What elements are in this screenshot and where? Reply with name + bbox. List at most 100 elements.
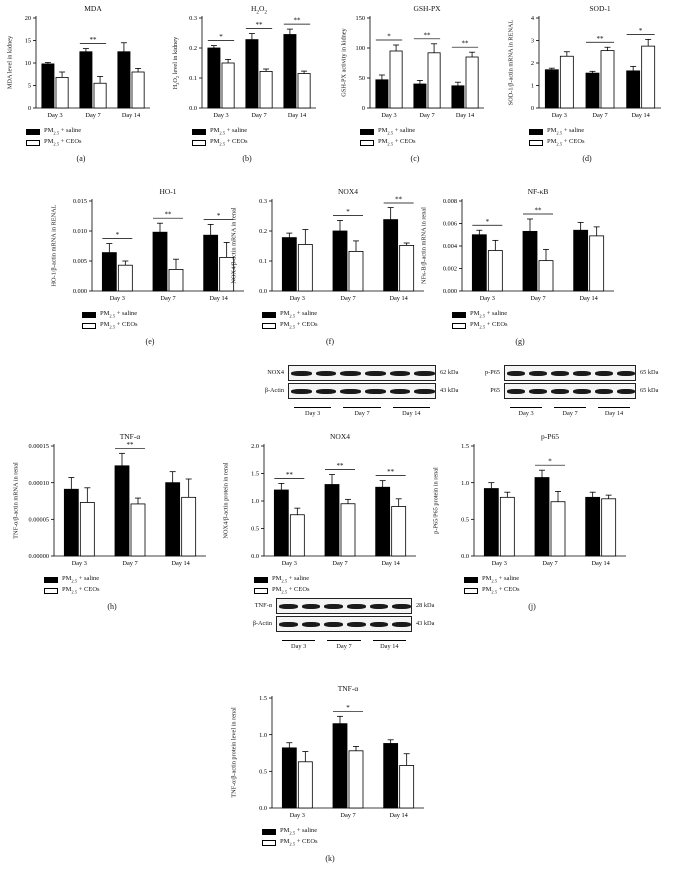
x-tick-label: Day 7 bbox=[251, 112, 266, 119]
legend-swatch-saline bbox=[262, 828, 276, 835]
blot-band bbox=[414, 389, 435, 394]
blot-kda-label: 43 kDa bbox=[416, 620, 435, 627]
significance-label: ** bbox=[535, 207, 543, 215]
blot-row-label: p-P65 bbox=[484, 369, 500, 376]
legend-item-ceos: PM2.5 + CEOs bbox=[192, 137, 248, 148]
bar-ceos bbox=[499, 496, 515, 557]
chart-svg: 0.00000 0.00005 0.00010 0.00015 Day 3 Day 7 Da… bbox=[29, 441, 206, 567]
blot-band bbox=[291, 371, 312, 376]
bar-saline bbox=[573, 229, 589, 292]
blot-kda-label: 65 kDa bbox=[640, 369, 659, 376]
chart-legend: PM2.5 + saline PM2.5 + CEOs bbox=[464, 574, 520, 596]
x-tick-label: Day 3 bbox=[213, 112, 228, 119]
bar-saline bbox=[375, 486, 391, 557]
bar-saline bbox=[245, 39, 259, 109]
blot-group-underline bbox=[343, 407, 381, 408]
blot-band bbox=[340, 371, 361, 376]
blot-band bbox=[347, 604, 366, 609]
chart-title: NOX4 bbox=[330, 432, 350, 441]
blot-row-label: β-Actin bbox=[252, 620, 272, 627]
blot-band bbox=[324, 604, 343, 609]
y-tick-label: 0.0 bbox=[461, 553, 469, 560]
legend-item-saline: PM2.5 + saline bbox=[262, 826, 318, 837]
significance-label: * bbox=[346, 704, 350, 712]
bar-ceos bbox=[289, 514, 305, 557]
significance-label: ** bbox=[424, 31, 432, 39]
blot-band bbox=[324, 622, 343, 627]
x-tick-label: Day 7 bbox=[332, 560, 347, 567]
legend-item-ceos: PM2.5 + CEOs bbox=[262, 837, 318, 848]
y-tick-label: 0.1 bbox=[189, 75, 197, 82]
x-tick-label: Day 3 bbox=[282, 560, 297, 567]
blot-row-label: TNF-α bbox=[254, 602, 272, 609]
bar-saline bbox=[101, 252, 117, 292]
blot-group-underline bbox=[282, 640, 316, 641]
blot-band bbox=[507, 371, 525, 376]
legend-label-saline: PM2.5 + saline bbox=[378, 127, 416, 136]
blot-band bbox=[301, 604, 321, 609]
bar-saline bbox=[585, 72, 600, 109]
y-tick-label: 1.5 bbox=[259, 695, 267, 702]
legend-swatch-saline bbox=[26, 128, 40, 135]
bar-ceos bbox=[168, 269, 184, 292]
bar-ceos bbox=[538, 260, 554, 292]
blot-kda-label: 65 kDa bbox=[640, 387, 659, 394]
legend-swatch-ceos bbox=[44, 587, 58, 594]
x-tick-label: Day 7 bbox=[419, 112, 434, 119]
bar-ceos bbox=[348, 750, 364, 809]
blot-band bbox=[529, 371, 547, 376]
y-tick-label: 1.5 bbox=[251, 471, 259, 478]
bar-ceos bbox=[117, 264, 133, 292]
y-tick-label: 0.0 bbox=[251, 553, 259, 560]
blot-band bbox=[392, 604, 411, 609]
blot-band bbox=[347, 622, 366, 627]
bar-ceos bbox=[297, 761, 313, 809]
significance-label: ** bbox=[597, 35, 605, 43]
legend-label-saline: PM2.5 + saline bbox=[280, 827, 318, 836]
blot-lane bbox=[288, 383, 436, 399]
x-tick-label: Day 14 bbox=[591, 560, 610, 567]
x-tick-label: Day 7 bbox=[340, 295, 355, 302]
legend-item-ceos: PM2.5 + CEOs bbox=[529, 137, 585, 148]
legend-swatch-ceos bbox=[192, 139, 206, 146]
bar-ceos bbox=[221, 62, 235, 109]
legend-item-ceos: PM2.5 + CEOs bbox=[464, 585, 520, 596]
y-tick-label: 1.0 bbox=[251, 498, 259, 505]
y-tick-label: 0.006 bbox=[443, 221, 457, 228]
bar-ceos bbox=[399, 245, 415, 292]
legend-swatch-saline bbox=[82, 311, 96, 318]
x-tick-label: Day 3 bbox=[72, 560, 87, 567]
y-tick-label: 0.00015 bbox=[29, 443, 49, 450]
bar-saline bbox=[383, 743, 399, 809]
y-tick-label: 0.004 bbox=[443, 243, 458, 250]
legend-swatch-ceos bbox=[360, 139, 374, 146]
bar-ceos bbox=[131, 71, 145, 109]
blot-day-label: Day 3 bbox=[518, 410, 534, 417]
chart-title: NOX4 bbox=[338, 187, 358, 196]
x-tick-label: Day 3 bbox=[492, 560, 507, 567]
y-tick-label: 3 bbox=[531, 38, 534, 45]
significance-label: ** bbox=[127, 441, 135, 449]
chart-legend: PM2.5 + saline PM2.5 + CEOs bbox=[26, 126, 82, 148]
panel-letter: (d) bbox=[582, 154, 592, 163]
blot-day-label: Day 14 bbox=[402, 410, 421, 417]
legend-swatch-saline bbox=[360, 128, 374, 135]
legend-item-saline: PM2.5 + saline bbox=[254, 574, 310, 585]
bar-saline bbox=[281, 237, 297, 292]
chart-title: SOD-1 bbox=[589, 4, 611, 13]
blot-group-underline bbox=[598, 407, 630, 408]
bar-saline bbox=[332, 230, 348, 292]
panel-letter: (c) bbox=[410, 154, 420, 163]
chart-title: GSH-PX bbox=[413, 4, 441, 13]
bar-saline bbox=[375, 79, 389, 109]
blot-lane bbox=[504, 383, 636, 399]
blot-lane bbox=[276, 598, 412, 614]
legend-label-ceos: PM2.5 + CEOs bbox=[100, 321, 138, 330]
bar-ceos bbox=[391, 506, 407, 557]
legend-swatch-ceos bbox=[26, 139, 40, 146]
significance-label: ** bbox=[90, 36, 98, 44]
bar-ceos bbox=[348, 251, 364, 292]
legend-item-ceos: PM2.5 + CEOs bbox=[452, 320, 508, 331]
blot-band bbox=[617, 389, 635, 394]
